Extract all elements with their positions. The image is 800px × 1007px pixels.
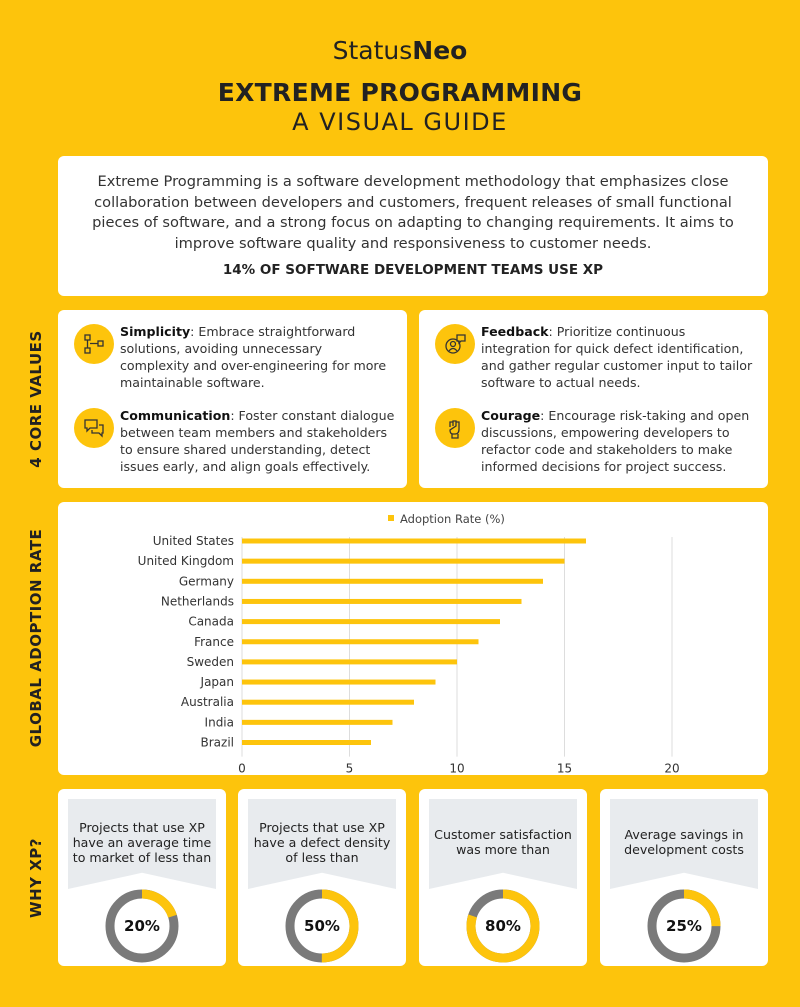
legend-swatch: [388, 515, 394, 521]
why-card-customer-satisfaction: Customer satisfaction was more than 80%: [419, 789, 587, 966]
page-subtitle: A VISUAL GUIDE: [292, 108, 508, 136]
value-simplicity: Simplicity: Embrace straightforward solu…: [120, 323, 395, 391]
why-text-cost-savings: Average savings in development costs: [624, 827, 744, 857]
brand-name-bold: Neo: [412, 36, 468, 65]
why-text-time-to-market: Projects that use XP have an average tim…: [72, 820, 212, 865]
core-values-card-left: Simplicity: Embrace straightforward solu…: [58, 310, 407, 488]
category-label: Germany: [179, 574, 234, 588]
category-label: Japan: [200, 675, 234, 689]
bar: [242, 659, 457, 665]
category-label: Australia: [181, 695, 234, 709]
why-text-customer-satisfaction: Customer satisfaction was more than: [434, 827, 572, 857]
adoption-bar-chart: 0 5 10 15 20 Adoption Rate (%) United States Un…: [138, 512, 680, 776]
category-label: United Kingdom: [138, 554, 234, 568]
bar: [242, 598, 522, 604]
value-courage-text: : Encourage risk-taking and open discuss…: [481, 408, 750, 474]
category-label: Netherlands: [161, 594, 234, 608]
donut-progress: [285, 889, 359, 963]
category-label: India: [205, 715, 234, 729]
intro-description: Extreme Programming is a software develo…: [92, 173, 734, 252]
value-courage-name: Courage: [481, 408, 541, 423]
intro-statistic: 14% OF SOFTWARE DEVELOPMENT TEAMS USE XP: [222, 262, 604, 278]
donut-chart: [647, 889, 721, 963]
bar: [242, 740, 371, 745]
donut-chart: [285, 889, 359, 963]
percent-label: 50%: [304, 917, 340, 935]
brand-name-regular: Status: [332, 36, 413, 65]
raised-fist-icon: [435, 408, 475, 448]
bar: [242, 719, 393, 725]
brand-logo: StatusNeo: [0, 36, 800, 65]
bar: [242, 578, 543, 584]
donut-chart: [105, 889, 179, 963]
why-card-defect-density: Projects that use XP have a defect densi…: [238, 789, 406, 966]
x-tick-label: 5: [346, 762, 354, 775]
value-simplicity-name: Simplicity: [120, 324, 191, 339]
page-title: EXTREME PROGRAMMING: [217, 78, 583, 107]
percent-label: 20%: [124, 917, 160, 935]
donut-progress: [647, 889, 721, 963]
adoption-chart-card: 0 5 10 15 20 Adoption Rate (%) United States Un…: [58, 502, 768, 776]
value-communication: Communication: Foster constant dialogue …: [120, 407, 395, 475]
legend-label: Adoption Rate (%): [400, 512, 505, 526]
flowchart-icon: [74, 324, 114, 364]
why-card-time-to-market: Projects that use XP have an average tim…: [58, 789, 226, 966]
chat-bubbles-icon: [74, 408, 114, 448]
value-communication-name: Communication: [120, 408, 231, 423]
bar: [242, 558, 565, 564]
bar: [242, 538, 586, 544]
category-label: Canada: [188, 615, 234, 629]
donut-chart: [466, 889, 540, 963]
bar: [242, 639, 479, 645]
percent-label: 80%: [485, 917, 521, 935]
value-feedback: Feedback: Prioritize continuous integrat…: [481, 323, 756, 391]
value-feedback-text: : Prioritize continuous integration for …: [481, 324, 753, 390]
category-label: Brazil: [201, 736, 235, 750]
core-values-card-right: Feedback: Prioritize continuous integrat…: [419, 310, 768, 488]
value-feedback-name: Feedback: [481, 324, 549, 339]
why-text-defect-density: Projects that use XP have a defect densi…: [253, 820, 391, 865]
x-tick-label: 15: [557, 762, 572, 775]
feedback-user-icon: [435, 324, 475, 364]
x-tick-label: 20: [664, 762, 679, 775]
bar: [242, 619, 500, 625]
category-label: France: [194, 635, 234, 649]
x-tick-label: 10: [449, 762, 464, 775]
value-courage: Courage: Encourage risk-taking and open …: [481, 407, 756, 475]
bar: [242, 679, 436, 685]
percent-label: 25%: [666, 917, 702, 935]
value-simplicity-text: : Embrace straightforward solutions, avo…: [120, 324, 387, 390]
bar: [242, 699, 414, 705]
x-tick-label: 0: [238, 762, 246, 775]
donut-progress: [466, 889, 540, 963]
intro-card: Extreme Programming is a software develo…: [58, 156, 768, 296]
value-communication-text: : Foster constant dialogue between team …: [120, 408, 395, 474]
category-label: United States: [153, 534, 234, 548]
category-label: Sweden: [187, 655, 234, 669]
why-card-cost-savings: Average savings in development costs 25%: [600, 789, 768, 966]
donut-progress: [105, 889, 179, 963]
